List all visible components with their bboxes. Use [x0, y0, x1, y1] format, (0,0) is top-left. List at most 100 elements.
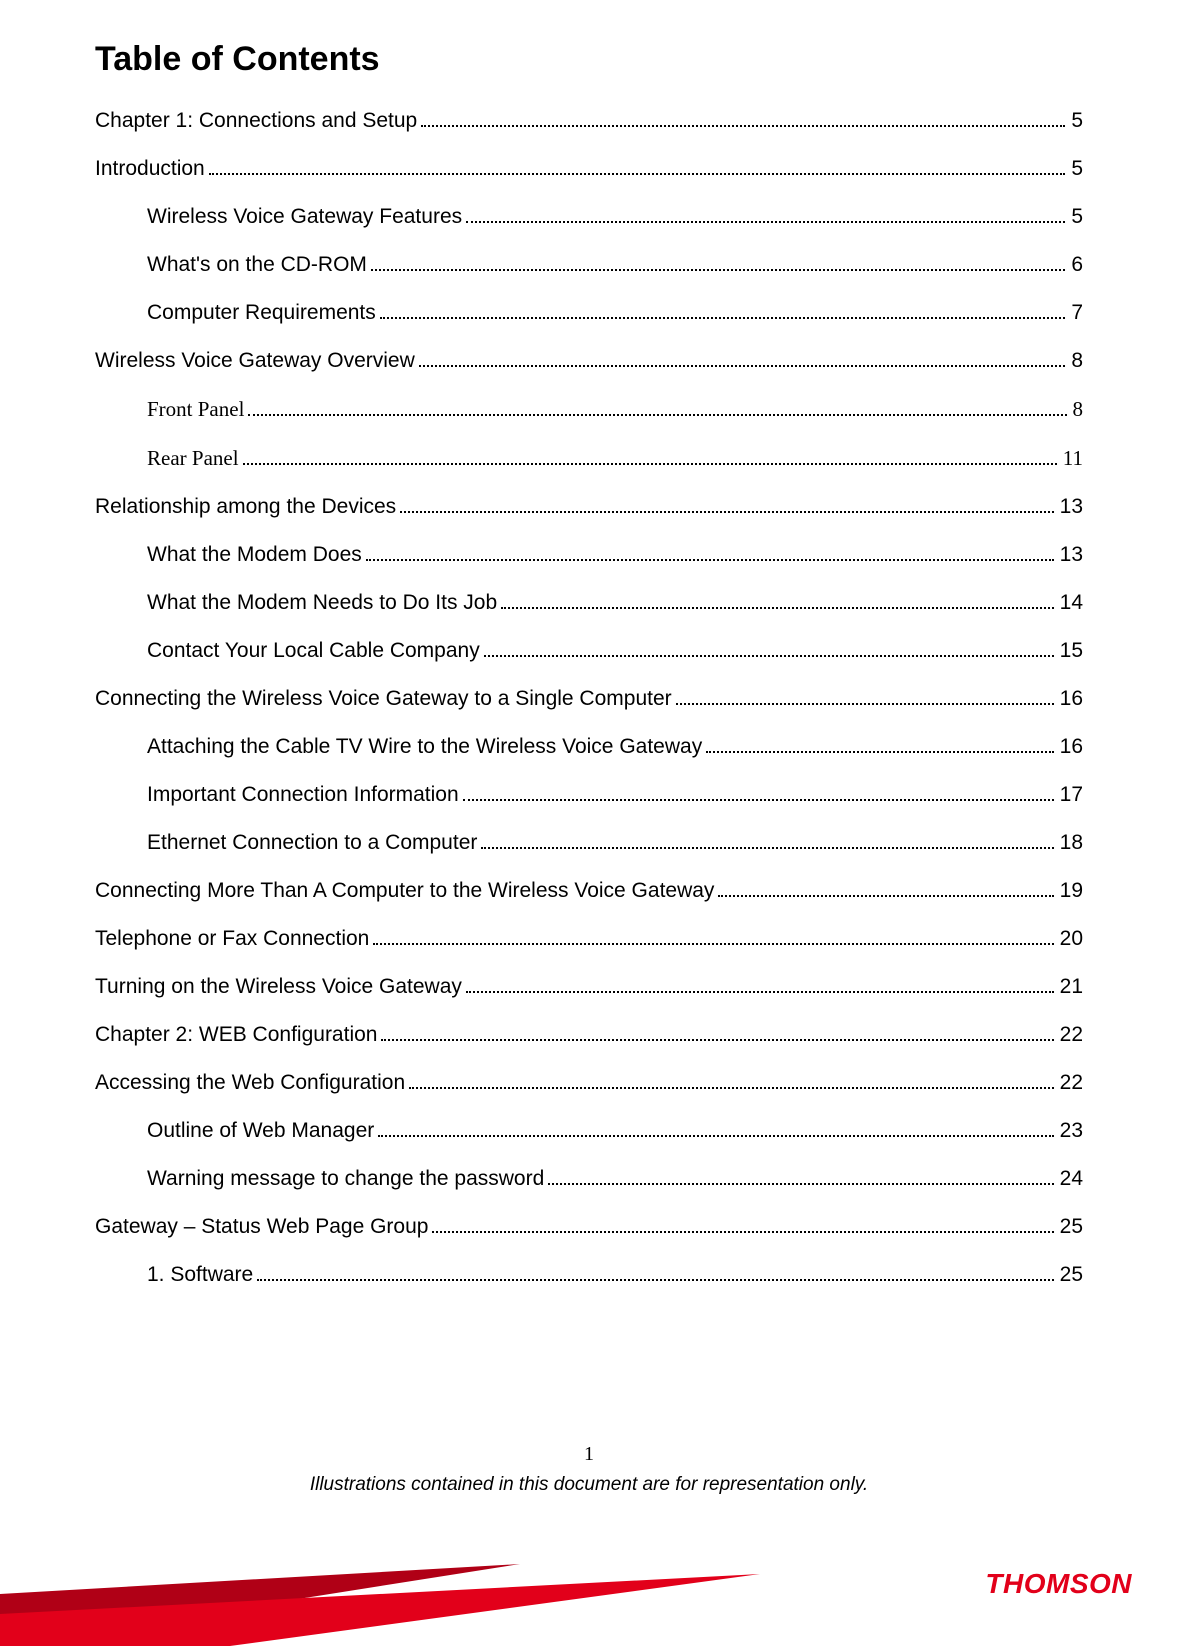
toc-entry-page: 8 — [1071, 397, 1084, 422]
page-footer: 1 Illustrations contained in this docume… — [0, 1443, 1178, 1496]
toc-leader — [381, 1039, 1053, 1041]
toc-entry[interactable]: Computer Requirements 7 — [95, 301, 1083, 325]
toc-entry-page: 23 — [1058, 1119, 1083, 1143]
page-content: Table of Contents Chapter 1: Connections… — [0, 0, 1178, 1287]
toc-entry[interactable]: Chapter 1: Connections and Setup 5 — [95, 109, 1083, 133]
toc-entry-page: 22 — [1058, 1071, 1083, 1095]
toc-entry[interactable]: Relationship among the Devices 13 — [95, 495, 1083, 519]
toc-leader — [466, 991, 1054, 993]
toc-entry-label: Important Connection Information — [147, 783, 459, 807]
toc-entry[interactable]: Connecting the Wireless Voice Gateway to… — [95, 687, 1083, 711]
toc-entry-label: Rear Panel — [147, 446, 239, 471]
toc-entry[interactable]: Outline of Web Manager 23 — [95, 1119, 1083, 1143]
toc-leader — [248, 414, 1066, 416]
toc-entry[interactable]: Contact Your Local Cable Company 15 — [95, 639, 1083, 663]
toc-leader — [548, 1183, 1053, 1185]
toc-leader — [409, 1087, 1054, 1089]
toc-leader — [421, 125, 1065, 127]
toc-entry[interactable]: Accessing the Web Configuration 22 — [95, 1071, 1083, 1095]
toc-entry-label: Connecting More Than A Computer to the W… — [95, 879, 714, 903]
toc-entry[interactable]: Warning message to change the password 24 — [95, 1167, 1083, 1191]
toc-entry-page: 16 — [1058, 735, 1083, 759]
toc-entry-label: Chapter 2: WEB Configuration — [95, 1023, 377, 1047]
toc-entry[interactable]: Front Panel 8 — [95, 397, 1083, 422]
toc-entry[interactable]: Wireless Voice Gateway Overview8 — [95, 349, 1083, 373]
toc-entry-page: 5 — [1069, 109, 1083, 133]
toc-leader — [481, 847, 1053, 849]
toc-entry-label: Telephone or Fax Connection — [95, 927, 369, 951]
toc-entry-page: 14 — [1058, 591, 1083, 615]
page-title: Table of Contents — [95, 40, 1083, 79]
toc-entry-page: 25 — [1058, 1215, 1083, 1239]
toc-entry[interactable]: What the Modem Needs to Do Its Job 14 — [95, 591, 1083, 615]
toc-leader — [243, 463, 1057, 465]
toc-entry-label: What the Modem Does — [147, 543, 362, 567]
toc-entry-page: 5 — [1069, 205, 1083, 229]
toc-entry-page: 19 — [1058, 879, 1083, 903]
toc-entry-label: Ethernet Connection to a Computer — [147, 831, 477, 855]
toc-entry[interactable]: What the Modem Does 13 — [95, 543, 1083, 567]
toc-entry-label: Warning message to change the password — [147, 1167, 544, 1191]
toc-leader — [706, 751, 1053, 753]
toc-entry-page: 25 — [1058, 1263, 1083, 1287]
toc-entry-page: 8 — [1069, 349, 1083, 373]
toc-entry-label: Contact Your Local Cable Company — [147, 639, 480, 663]
toc-leader — [209, 173, 1066, 175]
toc-entry-page: 17 — [1058, 783, 1083, 807]
toc-entry-label: 1. Software — [147, 1263, 253, 1287]
toc-leader — [380, 317, 1066, 319]
toc-entry[interactable]: Chapter 2: WEB Configuration 22 — [95, 1023, 1083, 1047]
toc-entry-page: 24 — [1058, 1167, 1083, 1191]
toc-entry-label: Turning on the Wireless Voice Gateway — [95, 975, 462, 999]
toc-leader — [257, 1279, 1053, 1281]
footer-note: Illustrations contained in this document… — [0, 1474, 1178, 1496]
toc-leader — [371, 269, 1065, 271]
toc-entry[interactable]: What's on the CD-ROM 6 — [95, 253, 1083, 277]
toc-leader — [466, 221, 1065, 223]
toc-leader — [400, 511, 1053, 513]
toc-entry-page: 18 — [1058, 831, 1083, 855]
toc-entry[interactable]: Important Connection Information 17 — [95, 783, 1083, 807]
toc-entry-page: 20 — [1058, 927, 1083, 951]
toc-entry[interactable]: Telephone or Fax Connection 20 — [95, 927, 1083, 951]
toc-leader — [378, 1135, 1053, 1137]
toc-leader — [484, 655, 1054, 657]
toc-entry[interactable]: 1. Software 25 — [95, 1263, 1083, 1287]
toc-entry-page: 22 — [1058, 1023, 1083, 1047]
toc-leader — [718, 895, 1053, 897]
toc-leader — [366, 559, 1054, 561]
toc-entry-page: 13 — [1058, 543, 1083, 567]
toc-entry-page: 21 — [1058, 975, 1083, 999]
toc-leader — [419, 365, 1066, 367]
toc-entry-label: Outline of Web Manager — [147, 1119, 374, 1143]
brand-logo: THOMSON — [985, 1568, 1132, 1600]
toc-entry[interactable]: Rear Panel 11 — [95, 446, 1083, 471]
toc-entry[interactable]: Ethernet Connection to a Computer 18 — [95, 831, 1083, 855]
toc-entry-label: Front Panel — [147, 397, 244, 422]
toc-entry-page: 11 — [1061, 446, 1083, 471]
toc-entry-label: Chapter 1: Connections and Setup — [95, 109, 417, 133]
table-of-contents: Chapter 1: Connections and Setup5Introdu… — [95, 109, 1083, 1287]
toc-leader — [676, 703, 1054, 705]
toc-entry-page: 6 — [1069, 253, 1083, 277]
toc-leader — [501, 607, 1053, 609]
toc-entry[interactable]: Wireless Voice Gateway Features 5 — [95, 205, 1083, 229]
toc-entry-page: 15 — [1058, 639, 1083, 663]
toc-entry-label: Connecting the Wireless Voice Gateway to… — [95, 687, 672, 711]
toc-entry-page: 5 — [1069, 157, 1083, 181]
toc-entry-label: What's on the CD-ROM — [147, 253, 367, 277]
toc-entry-label: Attaching the Cable TV Wire to the Wirel… — [147, 735, 702, 759]
toc-entry[interactable]: Connecting More Than A Computer to the W… — [95, 879, 1083, 903]
toc-entry-page: 13 — [1058, 495, 1083, 519]
toc-entry[interactable]: Introduction 5 — [95, 157, 1083, 181]
toc-entry[interactable]: Gateway – Status Web Page Group25 — [95, 1215, 1083, 1239]
toc-entry-label: Relationship among the Devices — [95, 495, 396, 519]
toc-entry-label: Accessing the Web Configuration — [95, 1071, 405, 1095]
toc-entry-label: Computer Requirements — [147, 301, 376, 325]
toc-entry-label: Introduction — [95, 157, 205, 181]
toc-entry-label: What the Modem Needs to Do Its Job — [147, 591, 497, 615]
toc-entry[interactable]: Turning on the Wireless Voice Gateway 21 — [95, 975, 1083, 999]
toc-entry-label: Wireless Voice Gateway Features — [147, 205, 462, 229]
toc-entry[interactable]: Attaching the Cable TV Wire to the Wirel… — [95, 735, 1083, 759]
toc-entry-page: 7 — [1069, 301, 1083, 325]
